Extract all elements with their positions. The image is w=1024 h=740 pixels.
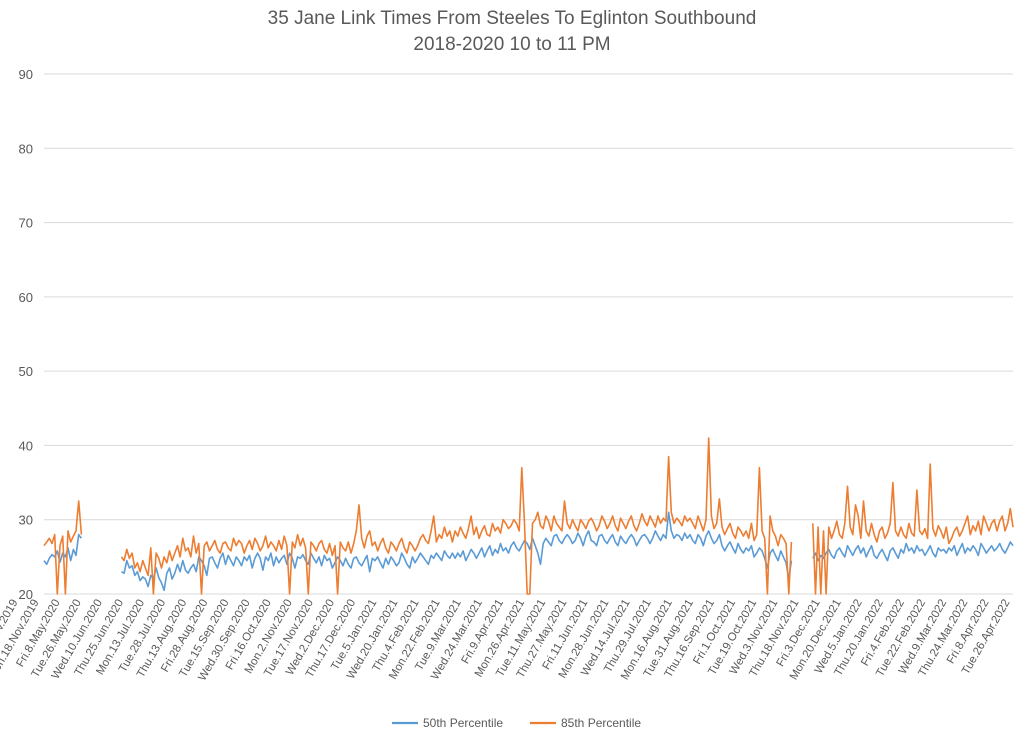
y-tick-label: 20 — [19, 587, 33, 602]
y-tick-label: 80 — [19, 141, 33, 156]
gridlines — [44, 73, 1013, 595]
x-axis: Fri.1.Nov.2019Mon.18.Nov.2019Fri.8.May.2… — [0, 597, 1013, 683]
y-tick-label: 40 — [19, 438, 33, 453]
y-axis: 20 30 40 50 60 70 80 90 — [19, 67, 33, 602]
chart-title: 35 Jane Link Times From Steeles To Eglin… — [268, 8, 757, 29]
legend-label-1: 50th Percentile — [423, 716, 503, 730]
y-tick-label: 90 — [19, 67, 33, 82]
series-line-2 — [43, 437, 1014, 595]
y-tick-label: 50 — [19, 364, 33, 379]
y-tick-label: 30 — [19, 513, 33, 528]
chart-subtitle: 2018-2020 10 to 11 PM — [413, 34, 610, 55]
legend-label-2: 85th Percentile — [561, 716, 641, 730]
legend: 50th Percentile 85th Percentile — [392, 716, 641, 730]
y-tick-label: 70 — [19, 216, 33, 231]
series-lines — [43, 437, 1014, 595]
y-tick-label: 60 — [19, 290, 33, 305]
